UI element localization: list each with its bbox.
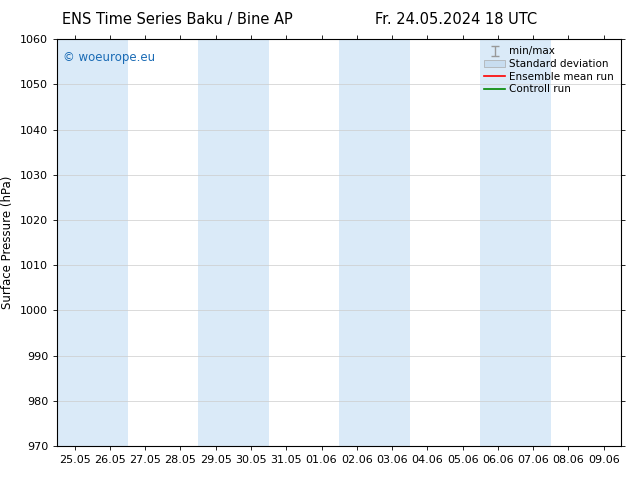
Text: ENS Time Series Baku / Bine AP: ENS Time Series Baku / Bine AP (62, 12, 293, 27)
Bar (515, 39, 551, 446)
Bar (233, 39, 269, 446)
Bar (339, 39, 375, 446)
Bar (57, 39, 93, 446)
Y-axis label: Surface Pressure (hPa): Surface Pressure (hPa) (1, 176, 15, 309)
Bar (93, 39, 127, 446)
Legend: min/max, Standard deviation, Ensemble mean run, Controll run: min/max, Standard deviation, Ensemble me… (482, 45, 616, 97)
Text: © woeurope.eu: © woeurope.eu (63, 51, 155, 64)
Bar (481, 39, 515, 446)
Text: Fr. 24.05.2024 18 UTC: Fr. 24.05.2024 18 UTC (375, 12, 538, 27)
Bar (375, 39, 410, 446)
Bar (198, 39, 233, 446)
